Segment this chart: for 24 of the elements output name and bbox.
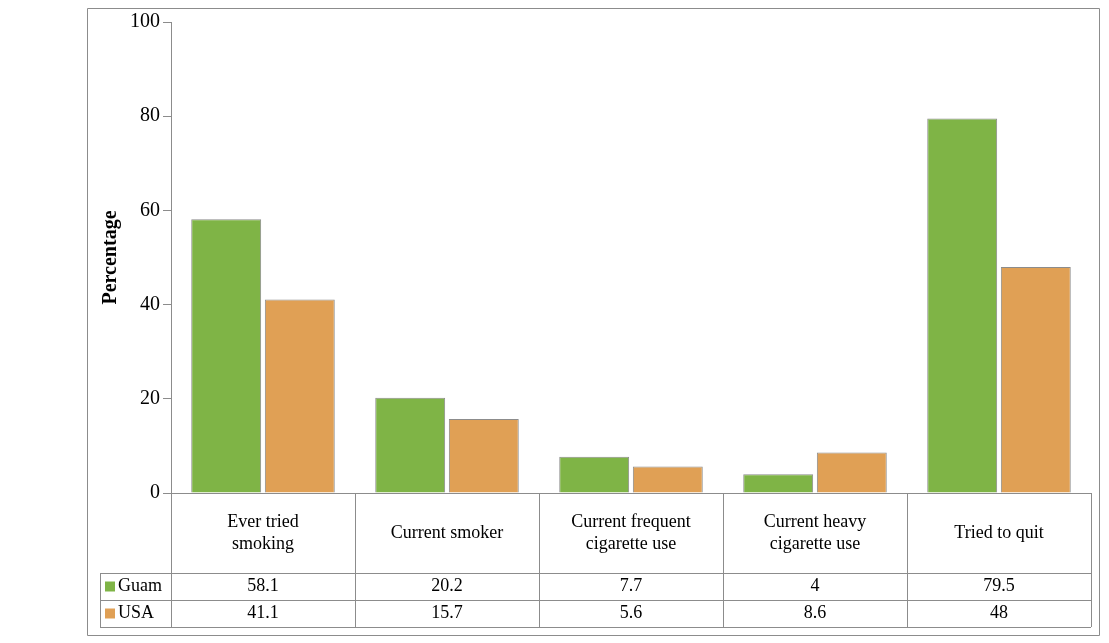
legend-label: USA: [118, 602, 155, 623]
data-label: 58.1: [247, 575, 279, 596]
y-tick-label: 80: [140, 103, 160, 126]
y-tick-label: 0: [150, 480, 160, 503]
legend-label: Guam: [118, 575, 162, 596]
data-label: 15.7: [431, 602, 463, 623]
y-tick-label: 20: [140, 386, 160, 409]
data-label: 8.6: [803, 602, 827, 623]
data-label: 4: [810, 575, 820, 596]
data-label: 5.6: [619, 602, 643, 623]
x-tick-label: Tried to quit: [954, 521, 1044, 542]
x-tick-label: Current smoker: [390, 521, 504, 542]
y-tick-label: 100: [130, 9, 160, 32]
data-label: 48: [990, 602, 1008, 623]
data-label: 79.5: [983, 575, 1015, 596]
y-axis-title: Percentage: [98, 210, 122, 305]
y-tick-label: 60: [140, 197, 160, 220]
y-tick-label: 40: [140, 291, 160, 314]
x-tick-label: Current frequent cigarette use: [571, 510, 691, 553]
x-tick-label: Current heavy cigarette use: [763, 510, 867, 553]
x-tick-label: Ever tried smoking: [227, 510, 299, 553]
data-label: 20.2: [431, 575, 463, 596]
data-label: 7.7: [619, 575, 643, 596]
data-label: 41.1: [247, 602, 279, 623]
